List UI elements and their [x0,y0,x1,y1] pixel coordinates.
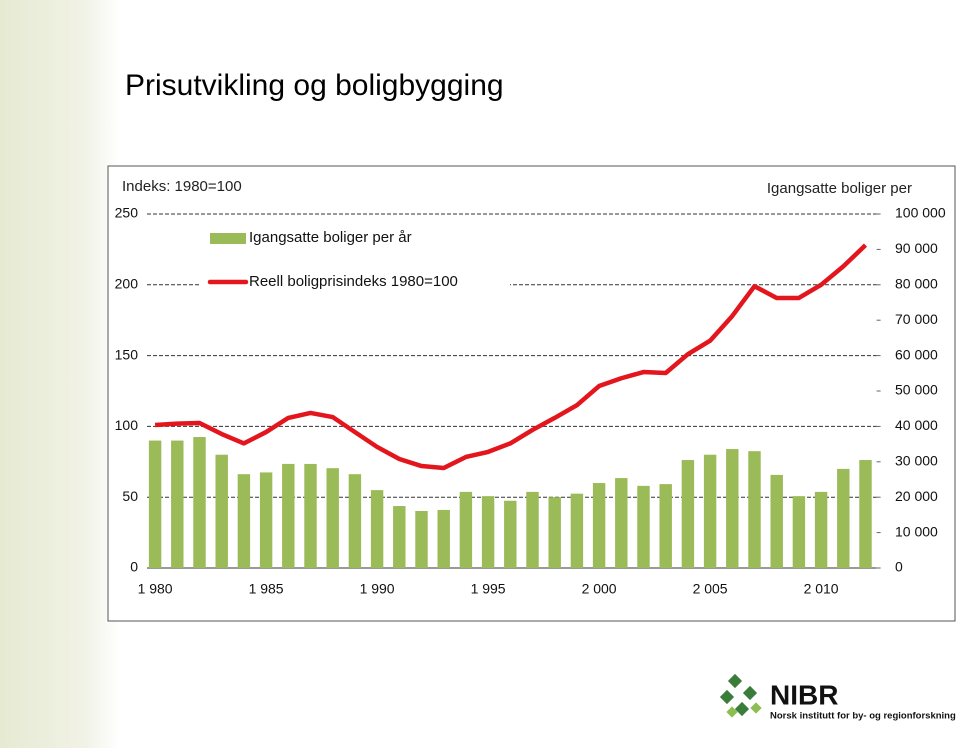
bar [837,468,850,568]
bar [326,468,339,568]
legend-box [200,222,510,298]
bar [859,460,872,568]
bar [237,474,251,568]
x-tick-label: 1 985 [249,581,284,597]
bar [481,496,495,568]
y2-tick-label: 60 000 [895,346,938,362]
bar [171,440,184,568]
bar [504,500,517,568]
y-tick-label: 100 [115,417,139,433]
bar [304,463,317,568]
legend-swatch [210,233,246,244]
bar [615,478,628,568]
y-axis-title: Indeks: 1980=100 [122,178,242,195]
bar [637,485,650,568]
y-tick-label: 250 [115,205,139,221]
y2-tick-label: 90 000 [895,240,938,256]
x-tick-label: 2 010 [804,581,839,597]
x-tick-label: 1 990 [360,581,395,597]
bar [348,474,362,568]
legend-label: Reell boligprisindeks 1980=100 [249,273,458,290]
bar [681,460,695,568]
y2-tick-label: 50 000 [895,382,938,398]
logo: NIBR Norsk institutt for by- og regionfo… [719,673,956,722]
logo-name: NIBR [770,679,838,710]
bar [215,454,228,568]
bar [770,474,783,568]
bar [748,451,761,568]
bar [814,491,828,568]
y2-tick-label: 70 000 [895,311,938,327]
y2-tick-label: 30 000 [895,453,938,469]
y-tick-label: 50 [122,488,138,504]
x-tick-label: 1 995 [471,581,506,597]
y-tick-label: 150 [115,346,139,362]
y2-tick-label: 80 000 [895,276,938,292]
slide-title: Prisutvikling og boligbygging [125,69,504,102]
y2-tick-label: 10 000 [895,523,938,539]
y-tick-label: 0 [130,559,138,575]
y2-tick-label: 100 000 [895,205,946,221]
y2-tick-label: 0 [895,559,903,575]
bar [592,483,606,568]
bar [659,484,672,568]
bar [415,511,428,568]
bar [459,491,473,568]
bar [259,472,273,568]
y2-tick-label: 20 000 [895,488,938,504]
bar [148,440,162,568]
bar [726,449,739,568]
y2-tick-label: 40 000 [895,417,938,433]
bar [548,497,561,568]
decor-strip [0,0,120,748]
y-tick-label: 200 [115,276,139,292]
bar [193,437,206,568]
legend-label: Igangsatte boliger per år [249,229,412,246]
bar [703,454,717,568]
x-tick-label: 2 000 [582,581,617,597]
bar [393,506,406,568]
logo-tagline: Norsk institutt for by- og regionforskni… [770,711,956,722]
bar [437,509,450,568]
x-tick-label: 1 980 [138,581,173,597]
x-tick-label: 2 005 [693,581,728,597]
bar [370,490,384,568]
bar [792,496,806,568]
bar [282,463,295,568]
y2-axis-title: Igangsatte boliger per [767,180,912,197]
bar [526,491,539,568]
bar [570,493,584,568]
line [154,243,868,471]
